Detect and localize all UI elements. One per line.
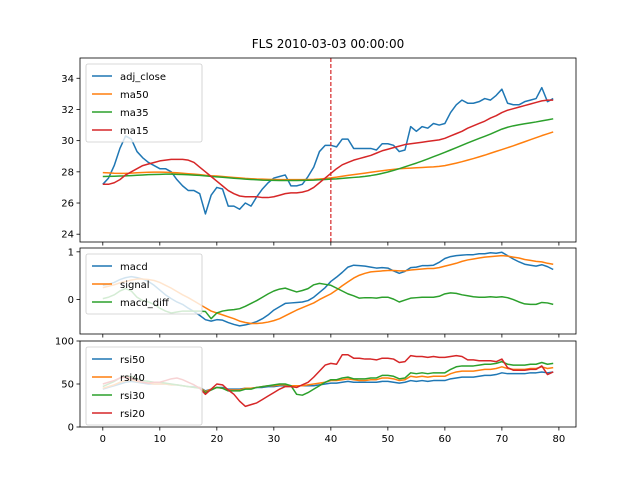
y-tick-label: 1 bbox=[68, 247, 74, 258]
legend-label: rsi30 bbox=[120, 391, 145, 402]
x-tick-label: 20 bbox=[210, 434, 223, 445]
y-tick-label: 34 bbox=[61, 74, 74, 85]
legend-label: macd bbox=[120, 262, 148, 273]
axes-frame bbox=[79, 247, 577, 335]
x-tick-label: 40 bbox=[324, 434, 337, 445]
x-tick-label: 50 bbox=[381, 434, 394, 445]
y-tick-label: 50 bbox=[61, 380, 74, 391]
series-line-ma50 bbox=[102, 131, 554, 181]
legend-label: rsi40 bbox=[120, 373, 145, 384]
legend-label: ma50 bbox=[120, 90, 149, 101]
y-tick-label: 0 bbox=[68, 423, 74, 434]
legend-label: signal bbox=[120, 280, 150, 291]
x-tick-label: 70 bbox=[496, 434, 509, 445]
y-tick-label: 28 bbox=[61, 167, 74, 178]
x-tick-label: 80 bbox=[553, 434, 566, 445]
x-tick-label: 10 bbox=[153, 434, 166, 445]
chart-panels: 24 26 28 30 32 34 adj_close ma50 ma35 ma15 0 1 macd s… bbox=[55, 57, 577, 445]
y-tick-label: 30 bbox=[61, 136, 74, 147]
panel-macd: 0 1 macd signal macd_diff bbox=[68, 247, 577, 338]
series-line-ma15 bbox=[102, 99, 554, 199]
legend-label: rsi50 bbox=[120, 355, 145, 366]
legend-label: ma15 bbox=[120, 126, 149, 137]
legend-label: macd_diff bbox=[120, 298, 170, 309]
x-tick-label: 0 bbox=[100, 434, 106, 445]
legend-box bbox=[85, 63, 203, 143]
y-tick-label: 32 bbox=[61, 105, 74, 116]
legend-box bbox=[85, 253, 203, 315]
series-line-adj_close bbox=[102, 86, 554, 215]
legend-box bbox=[85, 346, 203, 426]
legend: adj_close ma50 ma35 ma15 bbox=[85, 63, 203, 143]
axes-frame bbox=[79, 57, 577, 243]
x-tick-label: 30 bbox=[267, 434, 280, 445]
chart-title: FLS 2010-03-03 00:00:00 bbox=[252, 37, 404, 51]
panel-price: 24 26 28 30 32 34 adj_close ma50 ma35 ma15 bbox=[61, 57, 577, 246]
series-line-ma35 bbox=[102, 118, 554, 182]
y-tick-label: 24 bbox=[61, 230, 74, 241]
y-tick-label: 26 bbox=[61, 199, 74, 210]
legend-label: adj_close bbox=[120, 72, 166, 83]
y-tick-label: 0 bbox=[68, 295, 74, 306]
legend-label: ma35 bbox=[120, 108, 149, 119]
x-tick-label: 60 bbox=[439, 434, 452, 445]
y-tick-label: 100 bbox=[55, 337, 74, 348]
legend-label: rsi20 bbox=[120, 409, 145, 420]
legend: macd signal macd_diff bbox=[85, 253, 203, 315]
legend: rsi50 rsi40 rsi30 rsi20 bbox=[85, 346, 203, 426]
